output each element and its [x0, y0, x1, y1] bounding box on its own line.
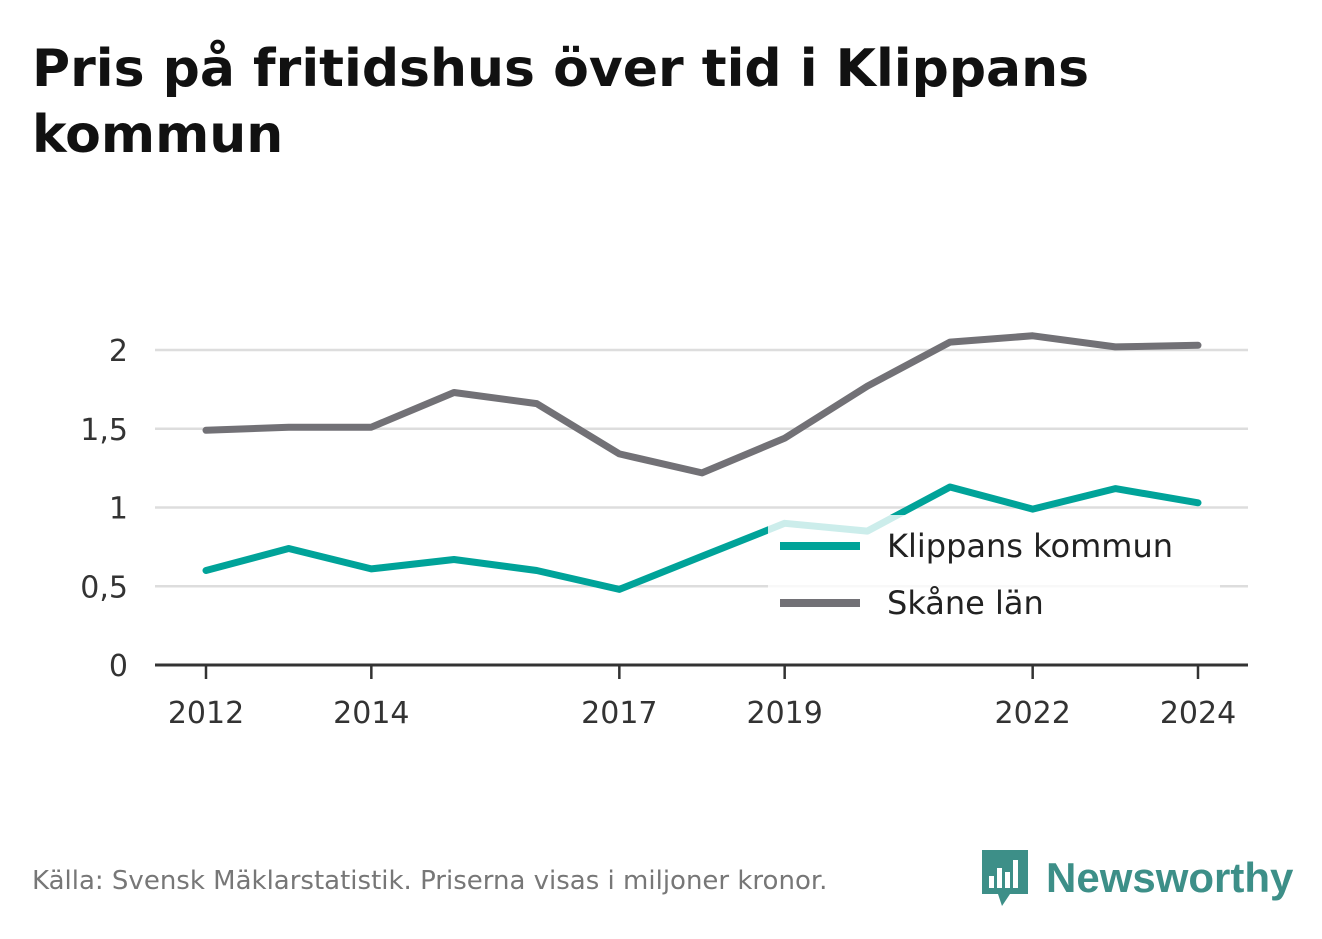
data-point: [534, 401, 539, 406]
legend-label: Klippans kommun: [887, 527, 1173, 565]
data-point: [1030, 333, 1035, 338]
data-point: [369, 566, 374, 571]
brand-logo: Newsworthy: [980, 848, 1293, 908]
data-point: [534, 568, 539, 573]
legend-label: Skåne län: [887, 584, 1044, 622]
legend: Klippans kommun Skåne län: [768, 515, 1220, 640]
y-tick-label: 2: [109, 334, 128, 369]
data-point: [948, 340, 952, 345]
y-tick-label: 1: [109, 492, 128, 527]
x-tick-label: 2017: [581, 696, 657, 731]
y-tick-label: 0,5: [80, 570, 128, 605]
x-tick-label: 2019: [746, 696, 822, 731]
x-tick-label: 2024: [1160, 696, 1236, 731]
x-axis-ticks: 2012 2014 2017 2019 2022 2024: [168, 665, 1236, 731]
y-axis-ticks: 0 0,5 1 1,5 2: [80, 334, 128, 684]
data-point: [452, 557, 456, 562]
data-point: [1196, 500, 1200, 505]
chart-title: Pris på fritidshus över tid i Klippans k…: [32, 39, 1090, 165]
data-point: [286, 546, 291, 551]
y-tick-label: 1,5: [80, 413, 128, 448]
data-point: [286, 425, 291, 430]
series-lines: [202, 332, 1202, 593]
data-point: [782, 436, 787, 441]
data-point: [617, 587, 622, 592]
data-point: [865, 384, 870, 389]
data-point: [700, 470, 704, 475]
data-point: [700, 554, 704, 559]
data-point: [369, 425, 374, 430]
brand-name: Newsworthy: [1046, 854, 1294, 901]
data-point: [1113, 344, 1118, 349]
data-point: [452, 390, 456, 395]
x-tick-label: 2012: [168, 696, 244, 731]
series-line-1: [202, 332, 1202, 477]
x-tick-label: 2022: [994, 696, 1070, 731]
newsworthy-logo-icon: [982, 850, 1028, 906]
data-point: [204, 568, 208, 573]
data-point: [1113, 486, 1118, 491]
source-note: Källa: Svensk Mäklarstatistik. Priserna …: [32, 866, 828, 896]
data-point: [204, 428, 208, 433]
data-point: [948, 485, 952, 490]
data-point: [1030, 507, 1035, 512]
y-tick-label: 0: [109, 649, 128, 684]
x-tick-label: 2014: [333, 696, 409, 731]
data-point: [617, 451, 622, 456]
data-point: [1196, 343, 1200, 348]
legend-background: [768, 515, 1220, 640]
